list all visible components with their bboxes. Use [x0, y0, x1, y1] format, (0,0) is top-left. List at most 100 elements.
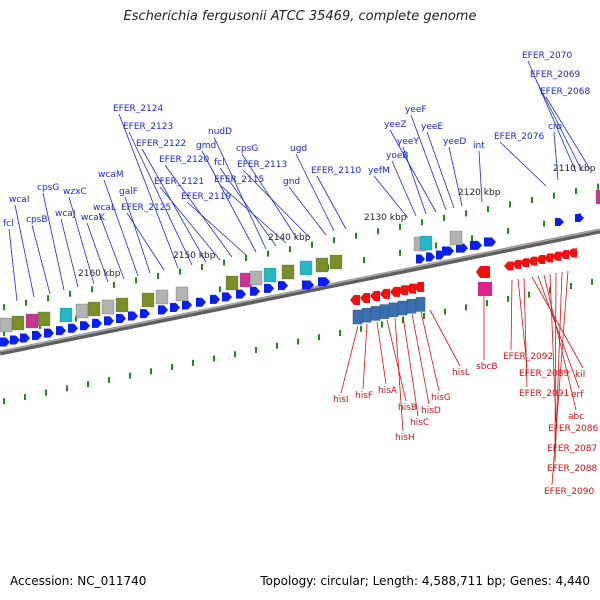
forward-gene-label: yefM [368, 166, 390, 176]
function-block [415, 297, 426, 312]
forward-gene-label: EFER_2115 [214, 175, 264, 185]
forward-gene-arrow [0, 337, 10, 347]
forward-gene-arrow [302, 280, 314, 290]
forward-label-line [535, 79, 583, 172]
reverse-gene-label: erf [571, 390, 584, 400]
forward-label-line [410, 114, 447, 211]
reverse-gene-label: abc [568, 412, 584, 422]
forward-label-line [448, 146, 463, 207]
forward-label-line [42, 192, 65, 291]
reverse-gene-arrow [528, 256, 537, 266]
forward-gene-arrow [456, 243, 468, 253]
function-block [263, 267, 277, 283]
forward-gene-label: EFER_2124 [113, 104, 163, 114]
function-block [59, 307, 73, 323]
reverse-gene-label: hisD [421, 406, 441, 416]
forward-gene-arrow [68, 323, 78, 333]
forward-gene-arrow [318, 277, 330, 287]
forward-label-line [68, 196, 95, 285]
forward-gene-arrow [264, 283, 274, 293]
function-block [87, 301, 101, 317]
forward-gene-arrow [196, 297, 206, 307]
forward-gene-label: wcaJ [55, 209, 75, 219]
forward-gene-label: fcl [214, 158, 225, 168]
forward-label-line [164, 164, 233, 258]
forward-label-line [31, 224, 51, 295]
forward-gene-label: gnd [283, 177, 300, 187]
function-block [406, 298, 417, 314]
function-block [225, 275, 239, 291]
forward-gene-label: yeeZ [384, 120, 407, 130]
forward-gene-label: EFER_2122 [136, 139, 186, 149]
function-block [25, 313, 39, 329]
function-block [419, 235, 433, 251]
forward-label-line [553, 131, 559, 181]
forward-label-line [103, 179, 139, 277]
function-block [595, 189, 600, 205]
forward-label-line [373, 175, 409, 219]
forward-gene-label: EFER_2123 [123, 122, 173, 132]
forward-gene-arrow [80, 321, 90, 331]
reverse-gene-label: EFER_2091 [519, 389, 569, 399]
forward-gene-label: EFER_2110 [311, 166, 361, 176]
forward-label-line [213, 136, 267, 250]
function-block [115, 297, 129, 313]
function-block [352, 309, 363, 325]
reverse-gene-arrow [536, 255, 545, 265]
function-block [397, 300, 408, 316]
reverse-gene-label: EFER_2090 [544, 487, 594, 497]
reverse-label-line [420, 311, 440, 392]
forward-label-line [527, 60, 577, 173]
forward-label-line [118, 113, 179, 269]
forward-gene-arrow [116, 313, 126, 323]
forward-label-line [402, 146, 427, 215]
forward-label-line [86, 222, 109, 283]
forward-gene-label: EFER_2076 [494, 132, 544, 142]
function-block [315, 257, 329, 273]
forward-gene-label: wcaI [9, 195, 29, 205]
function-block [0, 317, 13, 333]
reverse-gene-label: sbcB [476, 362, 498, 372]
reverse-label-line [411, 313, 430, 405]
reverse-label-line [517, 278, 528, 368]
function-block [361, 307, 372, 323]
forward-gene-label: yeeD [443, 137, 466, 147]
reverse-gene-label: EFER_2086 [548, 424, 598, 434]
forward-label-line [288, 186, 327, 236]
forward-label-line [391, 160, 417, 217]
forward-label-line [242, 169, 311, 239]
forward-gene-label: nudD [208, 127, 232, 137]
forward-label-line [128, 131, 193, 266]
function-block [75, 303, 89, 319]
forward-gene-arrow [32, 331, 42, 341]
accession-text: Accession: NC_011740 [10, 574, 147, 588]
genome-stats-text: Topology: circular; Length: 4,588,711 bp… [260, 574, 590, 588]
function-block [329, 254, 343, 270]
reverse-gene-arrow [520, 258, 529, 268]
forward-label-line [186, 201, 247, 256]
function-block [281, 264, 295, 280]
reverse-label-line [531, 276, 584, 369]
forward-label-line [389, 129, 437, 213]
map-title: Escherichia fergusonii ATCC 35469, compl… [123, 9, 477, 24]
reverse-gene-arrow [390, 286, 400, 297]
function-block [379, 304, 390, 319]
reverse-gene-arrow [360, 292, 370, 303]
forward-gene-label: EFER_2068 [540, 87, 590, 97]
function-block [141, 292, 155, 308]
function-block [175, 286, 189, 302]
function-block [449, 230, 463, 246]
forward-gene-arrow [470, 240, 482, 250]
reverse-gene-label: EFER_2092 [503, 352, 553, 362]
scale-label: 2140 kbp [268, 233, 311, 243]
reverse-gene-arrow [414, 282, 424, 293]
reverse-gene-label: hisL [452, 368, 470, 378]
forward-gene-label: EFER_2121 [154, 177, 204, 187]
forward-gene-label: EFER_2120 [159, 155, 209, 165]
reverse-gene-label: EFER_2087 [547, 444, 597, 454]
scale-label: 2130 kbp [364, 213, 407, 223]
forward-gene-arrow [426, 252, 435, 262]
forward-label-line [545, 96, 591, 170]
reverse-gene-arrow [568, 248, 577, 258]
